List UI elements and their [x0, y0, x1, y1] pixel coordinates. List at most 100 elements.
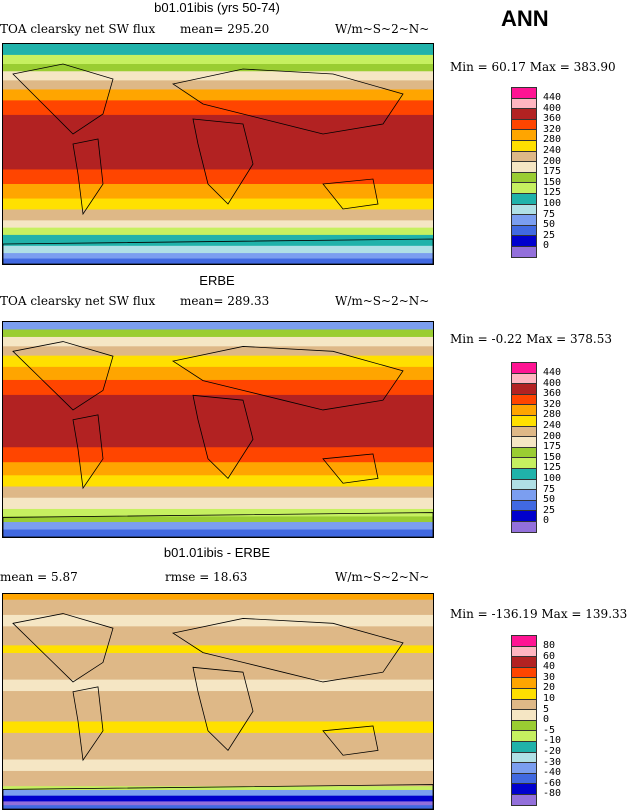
contour-band	[3, 366, 433, 381]
colorbar-swatch	[511, 372, 537, 384]
panel-title: b01.01ibis - ERBE	[163, 545, 271, 560]
coastline	[323, 726, 378, 755]
colorbar-swatch	[511, 108, 537, 119]
contour-band	[3, 679, 433, 692]
colorbar-tick-label: 125	[543, 462, 562, 474]
colorbar-tick-label: 320	[543, 123, 562, 135]
colorbar-swatch	[511, 97, 537, 109]
contour-band	[3, 795, 433, 802]
global-map	[2, 593, 434, 810]
colorbar-tick-label: 5	[543, 703, 550, 715]
units-label: W/m~S~2~N~	[335, 570, 430, 584]
colorbar-tick-label: 175	[543, 441, 562, 453]
colorbar-swatch	[511, 171, 537, 183]
colorbar-tick-label: 0	[543, 240, 550, 252]
mean-label: rmse = 18.63	[165, 570, 248, 584]
contour-band	[3, 234, 433, 247]
mean-label: mean= 289.33	[180, 294, 270, 308]
global-map	[2, 321, 434, 538]
contour-band	[3, 789, 433, 797]
colorbar	[511, 362, 537, 533]
colorbar-tick-label: 360	[543, 113, 562, 125]
contour-band	[3, 759, 433, 772]
colorbar-tick-label: 240	[543, 144, 562, 156]
colorbar-swatch	[511, 772, 537, 784]
colorbar-swatch	[511, 656, 537, 667]
colorbar	[511, 635, 537, 806]
variable-label: TOA clearsky net SW flux	[0, 294, 156, 308]
coastline	[13, 64, 113, 134]
colorbar-swatch	[511, 129, 537, 140]
colorbar-swatch	[511, 404, 537, 415]
contour-band	[3, 379, 433, 396]
contour-band	[3, 322, 433, 330]
variable-label: mean = 5.87	[0, 570, 78, 584]
contour-band	[3, 355, 433, 368]
colorbar-tick-label: 280	[543, 134, 562, 146]
colorbar-swatch	[511, 414, 537, 426]
colorbar-tick-label: 0	[543, 515, 550, 527]
coastline	[73, 687, 103, 760]
colorbar-swatch	[511, 203, 537, 215]
contour-band	[3, 721, 433, 734]
colorbar-tick-label: 150	[543, 176, 562, 188]
coastline	[3, 239, 433, 264]
coastline	[13, 342, 113, 410]
colorbar-swatch	[511, 245, 537, 258]
colorbar-swatch	[511, 150, 537, 162]
colorbar-swatch	[511, 645, 537, 657]
colorbar-swatch	[511, 751, 537, 763]
contour-band	[3, 245, 433, 254]
units-label: W/m~S~2~N~	[335, 294, 430, 308]
colorbar-tick-label: -60	[543, 777, 562, 789]
colorbar-swatch	[511, 687, 537, 699]
colorbar-swatch	[511, 118, 537, 130]
colorbar-tick-label: 320	[543, 398, 562, 410]
units-label: W/m~S~2~N~	[335, 22, 430, 36]
colorbar-tick-label: 440	[543, 367, 562, 378]
contour-band	[3, 645, 433, 654]
colorbar-tick-label: -80	[543, 788, 562, 800]
variable-label: TOA clearsky net SW flux	[0, 22, 156, 36]
colorbar-swatch	[511, 362, 537, 373]
coastline	[73, 415, 103, 488]
colorbar-tick-label: 30	[543, 671, 556, 683]
colorbar-swatch	[511, 520, 537, 533]
colorbar-swatch	[511, 192, 537, 204]
contour-band	[3, 594, 433, 601]
contour-band	[3, 805, 433, 809]
coastline	[13, 614, 113, 682]
contour-band	[3, 209, 433, 221]
colorbar-swatch	[511, 783, 537, 794]
colorbar-tick-label: 200	[543, 430, 562, 442]
colorbar-swatch	[511, 393, 537, 405]
coastline	[193, 395, 253, 478]
colorbar-swatch	[511, 436, 537, 447]
colorbar-swatch	[511, 762, 537, 773]
colorbar-tick-label: 280	[543, 409, 562, 421]
colorbar-swatch	[511, 235, 537, 246]
contour-band	[3, 732, 433, 761]
contour-band	[3, 516, 433, 523]
colorbar-tick-label: 200	[543, 155, 562, 167]
contour-band	[3, 169, 433, 185]
colorbar-swatch	[511, 635, 537, 646]
colorbar-tick-label: 100	[543, 197, 562, 209]
coastline	[193, 119, 253, 204]
colorbar-swatch	[511, 666, 537, 678]
colorbar-tick-label: 50	[543, 494, 556, 506]
contour-band	[3, 508, 433, 517]
colorbar-tick-label: 25	[543, 504, 556, 516]
colorbar-swatch	[511, 161, 537, 172]
colorbar-swatch	[511, 677, 537, 688]
colorbar-swatch	[511, 793, 537, 806]
colorbar-swatch	[511, 467, 537, 479]
colorbar-tick-label: 0	[543, 714, 550, 726]
colorbar-tick-label: 20	[543, 682, 556, 694]
colorbar-tick-label: 175	[543, 166, 562, 178]
colorbar-tick-label: -20	[543, 745, 562, 757]
colorbar-tick-label: -5	[543, 724, 556, 736]
season-label: ANN	[501, 6, 549, 31]
contour-band	[3, 786, 433, 791]
contour-band	[3, 329, 433, 338]
